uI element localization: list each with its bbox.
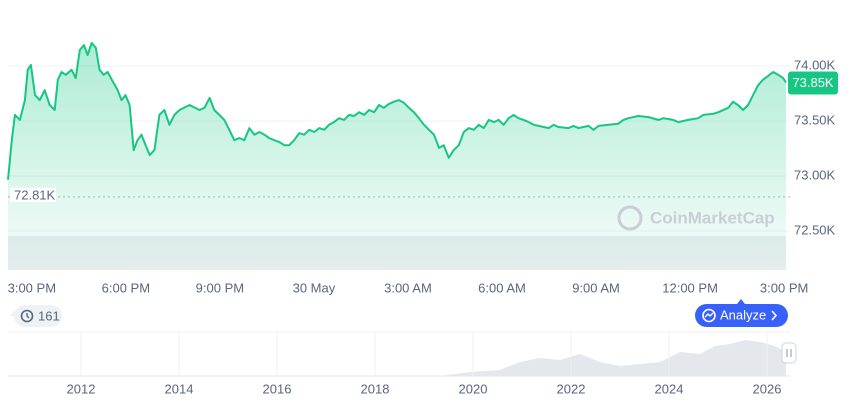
y-tick-label: 73.50K	[794, 112, 836, 127]
x-tick-label: 9:00 AM	[572, 280, 620, 295]
navigator-year: 2024	[655, 381, 684, 396]
analyze-label: Analyze	[720, 307, 766, 322]
x-tick-label: 3:00 PM	[760, 280, 808, 295]
y-tick-label: 72.50K	[794, 222, 836, 237]
y-tick-label: 73.00K	[794, 167, 836, 182]
navigator-handle[interactable]	[781, 342, 797, 364]
line	[7, 41, 787, 180]
watermark-text: CoinMarketCap	[650, 208, 775, 227]
navigator-year: 2018	[361, 381, 390, 396]
x-tick-label: 3:00 PM	[8, 280, 56, 295]
navigator-year: 2014	[165, 381, 194, 396]
history-button[interactable]: 161	[10, 305, 62, 327]
last-price-label: 73.85K	[792, 75, 834, 90]
x-tick-label: 12:00 PM	[662, 280, 718, 295]
y-tick-label: 74.00K	[794, 57, 836, 72]
last-price-badge	[788, 71, 838, 95]
navigator-year: 2026	[753, 381, 782, 396]
analyze-button[interactable]: Analyze	[695, 299, 788, 327]
history-count: 161	[38, 308, 60, 323]
x-tick-label: 9:00 PM	[196, 280, 244, 295]
area	[8, 42, 786, 271]
watermark: CoinMarketCap	[617, 205, 775, 231]
navigator-year: 2020	[459, 381, 488, 396]
navigator-year: 2012	[67, 381, 96, 396]
x-tick-label: 3:00 AM	[384, 280, 432, 295]
x-tick-label: 30 May	[293, 280, 336, 295]
navigator-year: 2022	[557, 381, 586, 396]
reference-label-bg	[10, 187, 56, 202]
navigator: 2012 2014 2016 2018 2020 2022 2024 2026	[8, 331, 797, 396]
x-tick-label: 6:00 PM	[102, 280, 150, 295]
navigator-year: 2016	[263, 381, 292, 396]
reference-label: 72.81K	[14, 187, 56, 202]
x-tick-label: 6:00 AM	[478, 280, 526, 295]
navigator-area	[440, 340, 786, 376]
